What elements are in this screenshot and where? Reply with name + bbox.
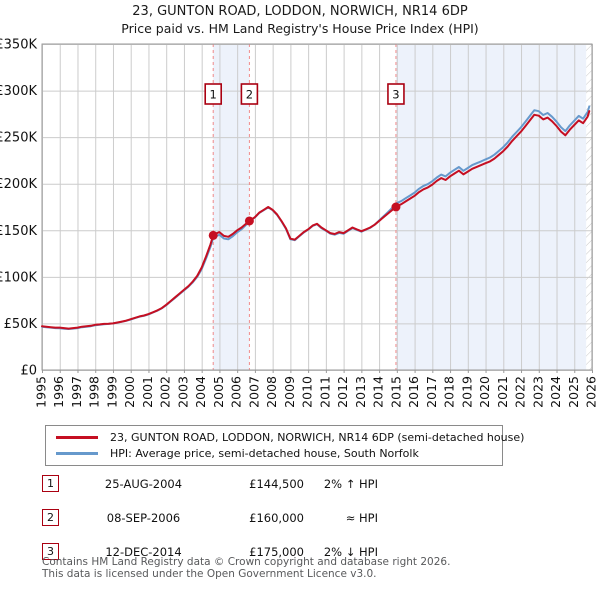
svg-text:2010: 2010 [300,376,315,408]
svg-text:2005: 2005 [211,376,226,408]
footer-line-2: This data is licensed under the Open Gov… [42,567,377,580]
svg-text:3: 3 [392,88,399,102]
chart-legend: 23, GUNTON ROAD, LODDON, NORWICH, NR14 6… [45,425,524,466]
svg-text:£0: £0 [20,364,37,379]
price-chart-svg: 1 2 3 £0 £50K £100K £150K £200K £250K £300K £350K 1… [0,38,599,408]
svg-text:1995: 1995 [34,376,49,408]
svg-text:2026: 2026 [584,376,599,408]
svg-text:2: 2 [246,88,253,102]
svg-text:1997: 1997 [69,376,84,408]
svg-text:2007: 2007 [246,376,261,408]
svg-text:2012: 2012 [335,376,350,408]
shaded-band [395,44,592,370]
sale-dot-3 [391,202,401,212]
sale-3-hpi-delta: 2% ↓ HPI [323,545,378,559]
svg-text:2025: 2025 [566,376,581,408]
sale-marker-box-3: 3 [387,83,405,105]
sale-dots [208,202,401,240]
svg-text:2009: 2009 [282,376,297,408]
sale-3-price: £175,000 [249,545,304,559]
sale-row-3: 3 12-DEC-2014 £175,000 2% ↓ HPI [42,543,562,561]
sale-2-price: £160,000 [249,511,304,525]
sale-3-date: 12-DEC-2014 [105,545,182,559]
svg-text:2021: 2021 [495,376,510,408]
sale-1-marker: 1 [42,475,59,492]
svg-text:2016: 2016 [406,376,421,408]
price-line-swatch [56,435,98,439]
svg-text:£250K: £250K [0,131,37,146]
page-subtitle: Price paid vs. HM Land Registry's House … [121,21,479,36]
sale-dot-1 [208,230,218,240]
sale-1-date: 25-AUG-2004 [104,477,183,491]
svg-text:£50K: £50K [4,317,38,332]
page-title: 23, GUNTON ROAD, LODDON, NORWICH, NR14 6… [132,4,468,19]
legend-label-price: 23, GUNTON ROAD, LODDON, NORWICH, NR14 6… [110,430,525,444]
svg-text:1999: 1999 [104,376,119,408]
hpi-line-swatch [56,451,98,455]
y-axis-labels: £0 £50K £100K £150K £200K £250K £300K £350K [0,38,37,379]
sale-2-hpi-delta: ≈ HPI [345,511,378,525]
sale-2-date: 08-SEP-2006 [106,511,181,525]
svg-text:2013: 2013 [353,376,368,408]
future-hatch-region [586,44,592,370]
svg-text:2015: 2015 [388,376,403,408]
sale-3-marker: 3 [42,543,59,560]
svg-text:£150K: £150K [0,224,37,239]
svg-text:£350K: £350K [0,38,37,53]
chart-title-block: 23, GUNTON ROAD, LODDON, NORWICH, NR14 6… [0,3,600,37]
svg-text:2006: 2006 [229,376,244,408]
svg-text:2003: 2003 [175,376,190,408]
chart: 1 2 3 £0 £50K £100K £150K £200K £250K £300K £350K 1… [0,38,599,408]
svg-text:2008: 2008 [264,376,279,408]
sale-1-hpi-delta: 2% ↑ HPI [323,477,378,491]
gridlines [42,44,593,371]
legend-row-price: 23, GUNTON ROAD, LODDON, NORWICH, NR14 6… [56,429,524,445]
x-axis-labels: 1995 1996 1997 1998 1999 2000 2001 2002 2003 2004… [34,370,599,408]
svg-text:2018: 2018 [442,376,457,408]
sale-marker-box-1: 1 [204,83,223,105]
svg-text:2011: 2011 [317,376,332,408]
legend-row-hpi: HPI: Average price, semi-detached house,… [56,445,496,461]
svg-text:2014: 2014 [371,376,386,408]
license-footer: Contains HM Land Registry data © Crown c… [42,556,582,580]
svg-text:2024: 2024 [548,376,563,408]
sale-1-price: £144,500 [249,477,304,491]
svg-text:2020: 2020 [477,376,492,408]
svg-text:£100K: £100K [0,270,37,285]
svg-text:2004: 2004 [193,376,208,408]
sale-row-1: 1 25-AUG-2004 £144,500 2% ↑ HPI [42,475,562,493]
sale-marker-box-2: 2 [240,83,259,105]
plot-border [41,43,593,371]
svg-text:2001: 2001 [140,376,155,408]
svg-text:1996: 1996 [51,376,66,408]
svg-text:2002: 2002 [158,376,173,408]
svg-text:£200K: £200K [0,177,37,192]
svg-text:£300K: £300K [0,84,37,99]
sale-2-marker: 2 [42,509,59,526]
svg-text:1998: 1998 [87,376,102,408]
svg-text:2000: 2000 [122,376,137,408]
footer-line-1: Contains HM Land Registry data © Crown c… [42,556,451,568]
sale-dot-2 [244,216,254,226]
svg-text:2017: 2017 [424,376,439,408]
legend-label-hpi: HPI: Average price, semi-detached house,… [110,446,419,460]
svg-text:1: 1 [210,88,217,102]
price-paid-line [41,110,591,330]
sale-row-2: 2 08-SEP-2006 £160,000 ≈ HPI [42,509,562,527]
svg-text:2022: 2022 [513,376,528,408]
svg-text:2019: 2019 [459,376,474,408]
svg-text:2023: 2023 [530,376,545,408]
